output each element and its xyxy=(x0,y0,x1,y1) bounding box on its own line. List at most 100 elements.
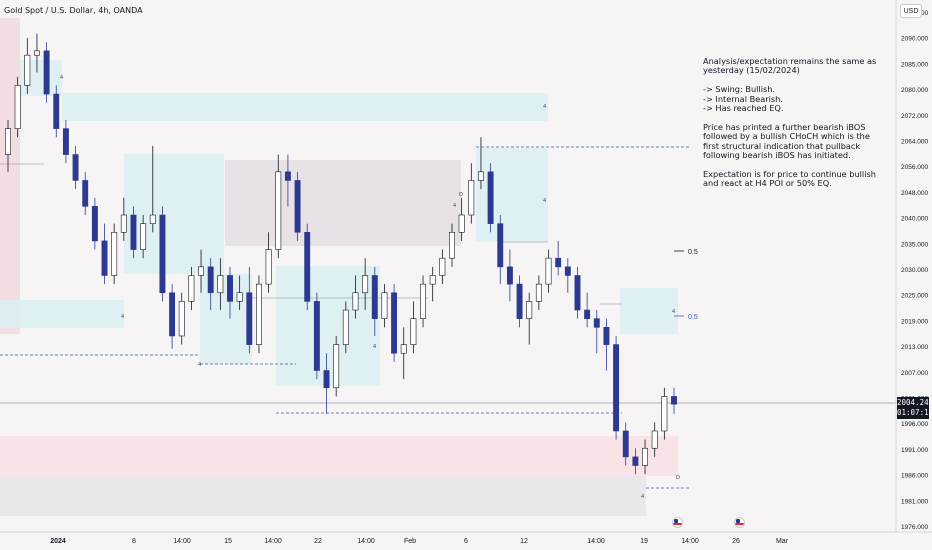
candle xyxy=(642,439,648,475)
candle xyxy=(362,258,369,311)
zone-mark: 4 xyxy=(373,344,376,350)
y-tick-label: 2040.000 xyxy=(901,216,928,223)
candle-body xyxy=(188,275,195,302)
y-axis[interactable]: 2095.0002090.0002085.0002080.0002072.000… xyxy=(901,10,928,531)
candle-body xyxy=(159,214,166,294)
candle-body xyxy=(294,180,301,233)
candle xyxy=(555,240,562,276)
candle-body xyxy=(72,154,79,181)
candle-body xyxy=(82,180,89,207)
candle xyxy=(651,422,658,457)
x-tick-label: 14:00 xyxy=(681,538,699,545)
x-tick-label: 14:00 xyxy=(357,538,375,545)
y-tick-label: 2072.000 xyxy=(901,113,928,120)
x-tick-label: 15 xyxy=(224,538,232,545)
range-lines xyxy=(0,163,622,305)
candle-body xyxy=(362,275,369,294)
candle-body xyxy=(613,344,620,432)
zone-demand-1 xyxy=(0,300,124,328)
candle xyxy=(91,197,98,250)
candle-body xyxy=(323,370,330,389)
zone-mark: 4 xyxy=(60,75,63,81)
candle-body xyxy=(632,456,639,466)
x-tick-label: Mar xyxy=(776,538,789,545)
y-tick-label: 2019.000 xyxy=(901,318,928,325)
candle-body xyxy=(439,257,446,276)
fib-levels: 0.5 0.5 xyxy=(674,249,698,321)
candle xyxy=(198,249,204,293)
candle xyxy=(371,266,378,336)
y-tick-label: 2056.000 xyxy=(901,164,928,171)
candle-body xyxy=(497,223,504,268)
zone-mark: 4 xyxy=(543,198,546,204)
candle-body xyxy=(671,396,677,405)
candle-body xyxy=(622,430,629,458)
candle xyxy=(24,37,31,95)
candle-body xyxy=(304,231,311,302)
fib-label-1: 0.5 xyxy=(688,249,698,256)
candle-body xyxy=(391,292,398,354)
structure-lines xyxy=(0,146,690,489)
candle xyxy=(111,223,118,285)
candle xyxy=(400,327,407,380)
candle xyxy=(449,223,455,267)
x-tick-label: 6 xyxy=(464,538,468,545)
candle-body xyxy=(91,206,98,242)
candle-body xyxy=(284,171,291,181)
candle xyxy=(178,292,185,345)
candle-body xyxy=(275,171,282,250)
us-flag-icon[interactable] xyxy=(672,517,683,528)
candle xyxy=(420,275,426,328)
candle xyxy=(82,171,89,216)
zone-layer xyxy=(0,18,678,516)
us-flag-icon[interactable] xyxy=(734,517,745,528)
x-tick-label: 12 xyxy=(520,538,528,545)
candle-body xyxy=(574,275,581,311)
y-tick-label: 1986.000 xyxy=(901,473,928,480)
candle-body xyxy=(381,292,388,319)
fib-label-2: 0.5 xyxy=(688,314,698,321)
candle-body xyxy=(169,292,176,337)
candle-body xyxy=(661,396,668,432)
zone-demand-4 xyxy=(124,154,224,274)
candle xyxy=(478,137,484,190)
x-tick-label: 22 xyxy=(314,538,322,545)
candle xyxy=(352,275,359,319)
candle xyxy=(458,197,465,241)
candle xyxy=(275,154,282,259)
candle-body xyxy=(120,214,127,233)
candle-body xyxy=(14,85,21,129)
candle-body xyxy=(545,257,552,285)
candle xyxy=(159,206,166,302)
note-line: Price has printed a further bearish iBOS… xyxy=(703,121,870,161)
candle xyxy=(130,206,137,259)
candle xyxy=(256,275,262,354)
candle-body xyxy=(62,128,69,155)
zone-mark: 4 xyxy=(247,318,250,324)
candle-body xyxy=(217,275,224,294)
y-tick-label: 1981.000 xyxy=(901,498,928,505)
x-tick-label: 2024 xyxy=(50,538,66,545)
y-tick-label: 1991.000 xyxy=(901,447,928,454)
x-axis[interactable]: 2024 8 14:00 15 14:00 22 14:00 Feb 6 12 14:00 19 14:… xyxy=(50,538,788,545)
candle xyxy=(545,249,552,293)
candle-body xyxy=(101,240,108,276)
candle xyxy=(613,335,620,440)
candle-body xyxy=(516,283,523,319)
currency-button[interactable]: USD xyxy=(900,4,922,18)
last-price-value: 2004.245 xyxy=(897,398,932,407)
candle xyxy=(439,249,446,285)
chart-title: Gold Spot / U.S. Dollar, 4h, OANDA xyxy=(4,6,143,15)
candle xyxy=(5,119,11,172)
last-price-tag: 2004.245 01:07:10 xyxy=(897,397,932,419)
candle xyxy=(120,197,127,241)
y-tick-label: 2035.000 xyxy=(901,241,928,248)
zone-left-supply xyxy=(0,18,20,334)
candle xyxy=(564,258,571,293)
candle xyxy=(227,266,233,319)
zone-supply-grey xyxy=(225,160,461,246)
candle-body xyxy=(236,292,243,302)
candle xyxy=(429,266,436,302)
y-tick-label: 2007.000 xyxy=(901,370,928,377)
